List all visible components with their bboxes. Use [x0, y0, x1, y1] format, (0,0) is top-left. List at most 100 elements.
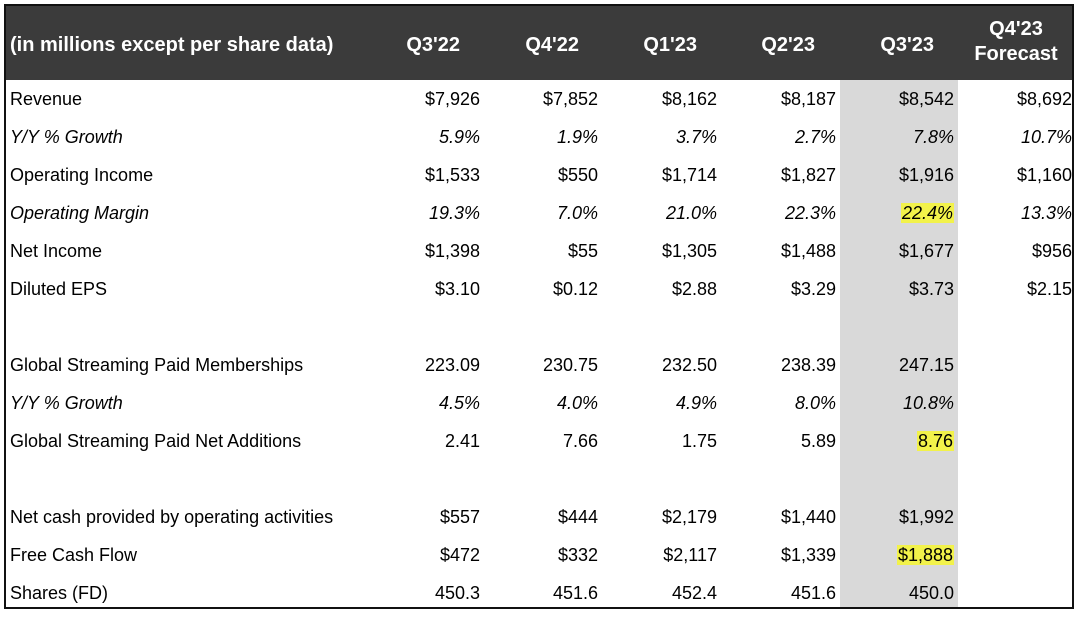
highlight-marker: 22.4% [900, 203, 954, 223]
cell-value: 238.39 [780, 355, 836, 375]
cell-value: 5.9% [438, 127, 480, 147]
cell-value: 5.89 [800, 431, 836, 451]
cell-value: $3.10 [434, 279, 480, 299]
header-label: (in millions except per share data) [10, 34, 334, 56]
cell-value: $332 [557, 545, 598, 565]
cell-value: $550 [557, 165, 598, 185]
current-quarter-column-highlight [840, 80, 958, 607]
header-q3-23: Q3'23 [880, 34, 934, 56]
table-row: Global Streaming Paid Memberships 223.09… [6, 346, 1072, 384]
cell-value: $1,916 [898, 165, 954, 185]
cell-value: 7.66 [562, 431, 598, 451]
cell-value: $3.73 [908, 279, 954, 299]
row-label: Diluted EPS [10, 279, 108, 299]
table-row: Operating Income $1,533 $550 $1,714 $1,8… [6, 156, 1072, 194]
cell-value: 4.5% [438, 393, 480, 413]
header-forecast-line1: Q4'23 [989, 18, 1043, 40]
cell-value: $8,542 [898, 89, 954, 109]
cell-value: $3.29 [790, 279, 836, 299]
cell-value: 450.0 [908, 583, 954, 603]
cell-value: 451.6 [552, 583, 598, 603]
cell-value: 7.0% [556, 203, 598, 223]
row-label: Global Streaming Paid Net Additions [10, 431, 302, 451]
cell-value: $1,440 [780, 507, 836, 527]
row-label: Net Income [10, 241, 103, 261]
highlighted-cell-value: 8.76 [916, 429, 954, 453]
cell-value: $1,714 [661, 165, 717, 185]
cell-value: 247.15 [898, 355, 954, 375]
cell-value: 1.9% [556, 127, 598, 147]
row-label: Operating Margin [10, 203, 150, 223]
cell-value: 10.8% [902, 393, 954, 413]
cell-value: $8,692 [1016, 89, 1072, 109]
highlight-marker: 8.76 [916, 431, 954, 451]
table-row: Global Streaming Paid Net Additions 2.41… [6, 422, 1072, 460]
cell-value: $1,398 [424, 241, 480, 261]
table-row: Revenue $7,926 $7,852 $8,162 $8,187 $8,5… [6, 80, 1072, 118]
cell-value: $956 [1031, 241, 1072, 261]
cell-value: 2.41 [444, 431, 480, 451]
cell-value: $7,926 [424, 89, 480, 109]
cell-value: $1,677 [898, 241, 954, 261]
cell-value: 21.0% [665, 203, 717, 223]
cell-value: 22.3% [784, 203, 836, 223]
cell-value: $472 [439, 545, 480, 565]
cell-value: $1,533 [424, 165, 480, 185]
cell-value: $557 [439, 507, 480, 527]
highlighted-cell-value: $1,888 [896, 543, 954, 567]
row-label: Y/Y % Growth [10, 127, 123, 147]
cell-value: $55 [567, 241, 598, 261]
table-row: Y/Y % Growth 5.9% 1.9% 3.7% 2.7% 7.8% 10… [6, 118, 1072, 156]
cell-value: 451.6 [790, 583, 836, 603]
table-row: Operating Margin 19.3% 7.0% 21.0% 22.3% … [6, 194, 1072, 232]
table-row: Y/Y % Growth 4.5% 4.0% 4.9% 8.0% 10.8% [6, 384, 1072, 422]
table-header: (in millions except per share data) Q3'2… [6, 6, 1072, 80]
header-q4-22: Q4'22 [525, 34, 579, 56]
cell-value: $8,187 [780, 89, 836, 109]
cell-value: $2.88 [671, 279, 717, 299]
row-label: Revenue [10, 89, 83, 109]
cell-value: $0.12 [552, 279, 598, 299]
cell-value: $1,305 [661, 241, 717, 261]
cell-value: 10.7% [1020, 127, 1072, 147]
cell-value: 3.7% [675, 127, 717, 147]
row-label: Net cash provided by operating activitie… [10, 507, 334, 527]
cell-value: $1,827 [780, 165, 836, 185]
cell-value: $1,488 [780, 241, 836, 261]
header-q2-23: Q2'23 [761, 34, 815, 56]
table-row: Free Cash Flow $472 $332 $2,117 $1,339 $… [6, 536, 1072, 574]
row-label: Operating Income [10, 165, 154, 185]
cell-value: 13.3% [1020, 203, 1072, 223]
cell-value: 4.9% [675, 393, 717, 413]
header-forecast-line2: Forecast [974, 43, 1058, 65]
table-row: Net Income $1,398 $55 $1,305 $1,488 $1,6… [6, 232, 1072, 270]
cell-value: 232.50 [661, 355, 717, 375]
cell-value: 1.75 [681, 431, 717, 451]
cell-value: 19.3% [428, 203, 480, 223]
row-label: Shares (FD) [10, 583, 109, 603]
table-row: Shares (FD) 450.3 451.6 452.4 451.6 450.… [6, 574, 1072, 612]
cell-value: $444 [557, 507, 598, 527]
cell-value: $8,162 [661, 89, 717, 109]
header-q1-23: Q1'23 [643, 34, 697, 56]
financial-summary-table: (in millions except per share data) Q3'2… [4, 4, 1074, 609]
cell-value: $1,160 [1016, 165, 1072, 185]
cell-value: 7.8% [912, 127, 954, 147]
cell-value: 450.3 [434, 583, 480, 603]
cell-value: $2,117 [663, 545, 717, 565]
row-label: Global Streaming Paid Memberships [10, 355, 304, 375]
cell-value: $1,339 [780, 545, 836, 565]
cell-value: $2.15 [1026, 279, 1072, 299]
cell-value: $2,179 [661, 507, 717, 527]
table-row: Diluted EPS $3.10 $0.12 $2.88 $3.29 $3.7… [6, 270, 1072, 308]
highlight-marker: $1,888 [896, 545, 954, 565]
header-q3-22: Q3'22 [406, 34, 460, 56]
cell-value: $7,852 [542, 89, 598, 109]
cell-value: 223.09 [424, 355, 480, 375]
header-forecast: Q4'23 Forecast [968, 17, 1064, 67]
row-label: Y/Y % Growth [10, 393, 123, 413]
cell-value: $1,992 [898, 507, 954, 527]
cell-value: 4.0% [556, 393, 598, 413]
row-label: Free Cash Flow [10, 545, 138, 565]
cell-value: 8.0% [794, 393, 836, 413]
